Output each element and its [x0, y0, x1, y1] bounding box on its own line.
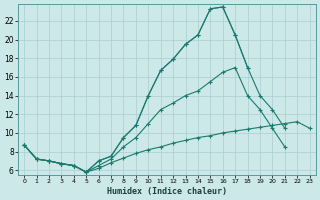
X-axis label: Humidex (Indice chaleur): Humidex (Indice chaleur): [107, 187, 227, 196]
